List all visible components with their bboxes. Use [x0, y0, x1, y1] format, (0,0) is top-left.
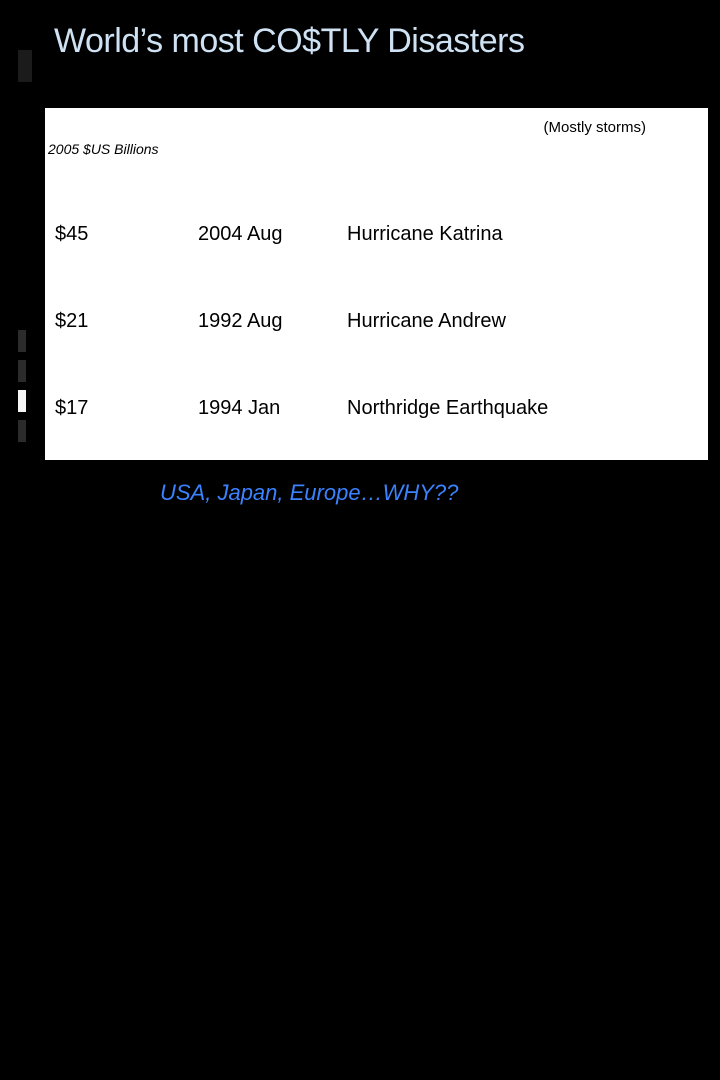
cost-column: $45 $21 $17 $11 $10 $10 $ 8 $ 8 $ 7 $ 7: [55, 162, 88, 1080]
date-cell: 1991 Sep: [198, 832, 284, 854]
cost-cell: $ 8: [55, 745, 89, 767]
cost-cell: $17: [55, 397, 89, 419]
event-cell: Winter Storm Lothar (Europe): [347, 1006, 610, 1028]
disasters-table: (Mostly storms) 2005 $US Billions $45 $2…: [45, 108, 708, 1028]
date-column: 2004 Aug 1992 Aug 1994 Jan 2004 Sep 2005…: [198, 162, 284, 1080]
unit-label: 2005 $US Billions: [48, 141, 159, 157]
date-cell: 2005 Oct: [198, 658, 280, 680]
cost-cell: $10: [55, 658, 89, 680]
footer-question: USA, Japan, Europe…WHY??: [160, 480, 459, 505]
event-cell: Hurricane Charley: [347, 745, 509, 767]
slide-title: World’s most CO$TLY Disasters: [54, 22, 525, 60]
event-cell: Hurricane Katrina: [347, 223, 503, 245]
cost-cell: $11: [55, 484, 87, 506]
decor-square-1: [18, 50, 32, 82]
mostly-storms-note: (Mostly storms): [543, 119, 647, 136]
decor-square-4: [18, 390, 26, 412]
date-cell: 2005 Oct: [198, 571, 280, 593]
cost-cell: $ 7: [55, 919, 89, 941]
event-column: Hurricane Katrina Hurricane Andrew North…: [347, 162, 609, 1080]
cost-cell: $10: [55, 571, 89, 593]
date-cell: 2004 Aug: [198, 745, 283, 767]
date-cell: 1999 Jan: [198, 1006, 281, 1028]
date-cell: 2004 Sep: [198, 484, 284, 506]
event-cell: Typhoon Mireille (Japan): [347, 832, 566, 854]
decor-square-5: [18, 420, 26, 442]
event-cell: Hurricane Wilma: [347, 658, 495, 680]
event-cell: Hurricane Andrew: [347, 310, 506, 332]
event-cell: Hurricane Ivan: [347, 484, 478, 506]
date-cell: 1992 Aug: [198, 310, 283, 332]
cost-cell: $45: [55, 223, 89, 245]
cost-cell: $ 7: [55, 1006, 89, 1028]
event-cell: Hurricane Rita: [347, 571, 475, 593]
cost-cell: $21: [55, 310, 89, 332]
date-cell: 1990 Jan: [198, 919, 281, 941]
date-cell: 2004 Aug: [198, 223, 283, 245]
decor-square-3: [18, 360, 26, 382]
date-cell: 1994 Jan: [198, 397, 281, 419]
event-cell: Winter storm Daria (Europe): [347, 919, 598, 941]
decor-square-2: [18, 330, 26, 352]
cost-cell: $ 8: [55, 832, 89, 854]
event-cell: Northridge Earthquake: [347, 397, 549, 419]
